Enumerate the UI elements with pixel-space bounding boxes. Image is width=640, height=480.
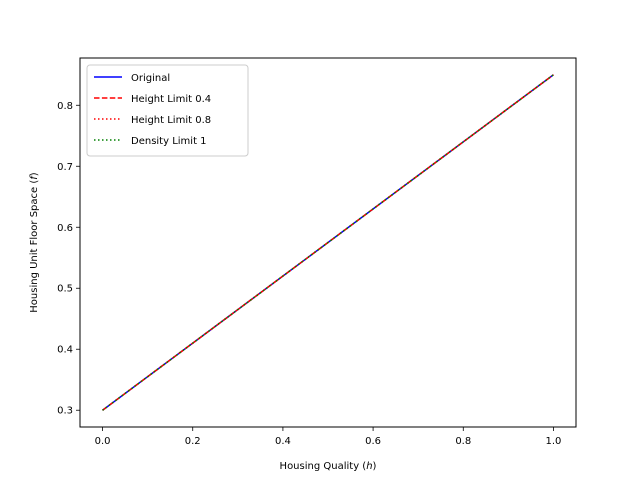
legend-label: Height Limit 0.4 bbox=[131, 94, 211, 105]
y-tick-label: 0.4 bbox=[57, 345, 73, 356]
series-line-4 bbox=[102, 74, 554, 411]
legend-label: Original bbox=[131, 73, 170, 84]
x-tick-label: 0.4 bbox=[275, 436, 291, 447]
y-tick-label: 0.5 bbox=[57, 284, 73, 295]
y-tick-label: 0.7 bbox=[57, 162, 73, 173]
legend-label: Height Limit 0.8 bbox=[131, 115, 211, 126]
axes-frame bbox=[79, 57, 577, 428]
y-tick-label: 0.6 bbox=[57, 223, 73, 234]
x-tick-label: 0.0 bbox=[95, 436, 111, 447]
series-layer bbox=[102, 74, 554, 411]
y-tick-label: 0.8 bbox=[57, 101, 73, 112]
legend-label: Density Limit 1 bbox=[131, 136, 207, 147]
x-tick-label: 0.2 bbox=[185, 436, 201, 447]
y-tick-label: 0.3 bbox=[57, 406, 73, 417]
legend: Original Height Limit 0.4 Height Limit 0.8… bbox=[86, 64, 249, 157]
y-axis: 0.3 0.4 0.5 0.6 0.7 0.8 bbox=[57, 101, 80, 417]
x-axis: 0.0 0.2 0.4 0.6 0.8 1.0 bbox=[95, 427, 562, 447]
legend-box bbox=[86, 64, 249, 157]
x-tick-label: 0.6 bbox=[365, 436, 381, 447]
y-axis-label: Housing Unit Floor Space (f) bbox=[29, 172, 40, 313]
x-tick-label: 1.0 bbox=[546, 436, 562, 447]
x-tick-label: 0.8 bbox=[455, 436, 471, 447]
x-axis-label: Housing Quality (h) bbox=[280, 461, 377, 472]
